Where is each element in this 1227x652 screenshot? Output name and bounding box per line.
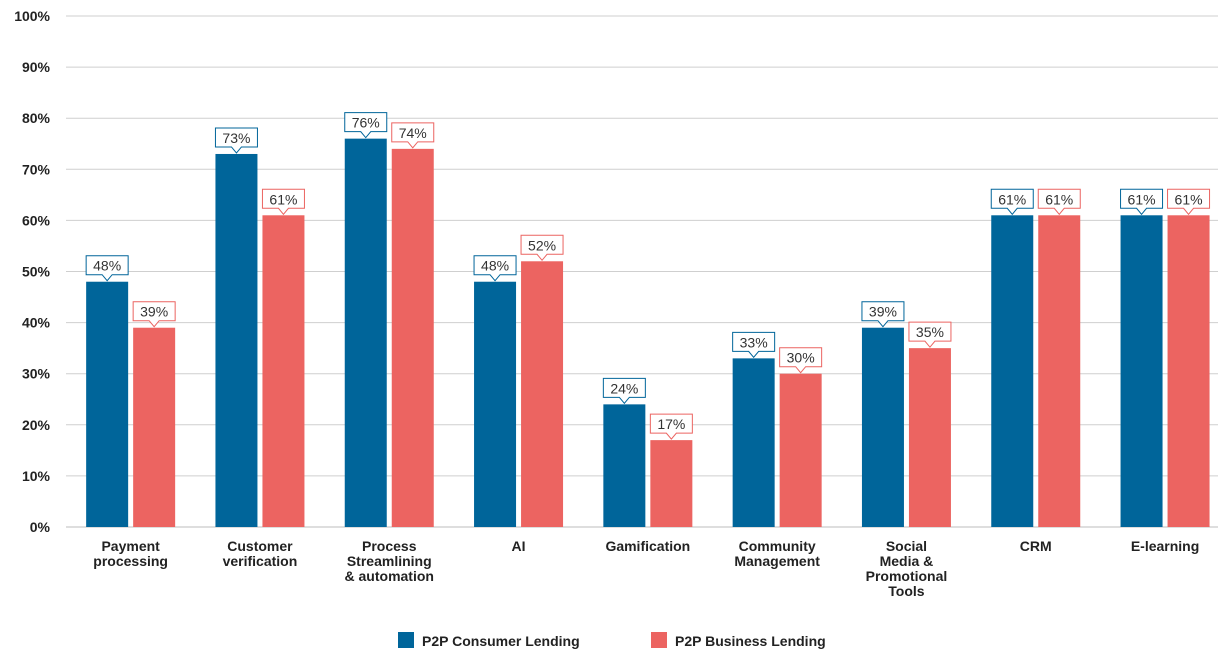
x-tick-label: Streamlining [347,553,432,569]
data-label: 24% [610,380,638,396]
bar [650,440,693,527]
x-tick-label: Community [739,538,816,554]
bar [991,215,1034,528]
data-label-callout [649,413,693,440]
data-label-callout [85,255,129,282]
bar [861,327,904,527]
y-tick-label: 0% [30,519,51,535]
data-label-callout [779,347,823,374]
bar [1120,215,1163,528]
bar [521,261,564,527]
x-tick-label: & automation [345,568,434,584]
y-tick-label: 20% [22,417,51,433]
data-label: 48% [481,258,509,274]
data-label-callout [473,255,517,282]
bar [732,358,775,527]
x-tick-label: Social [886,538,927,554]
x-tick-label: CRM [1020,538,1052,554]
x-tick-label: verification [223,553,298,569]
data-label: 76% [352,115,380,131]
bar [86,281,129,527]
data-label: 39% [869,304,897,320]
data-label-callout [132,301,176,328]
x-tick-label: Gamification [605,538,690,554]
data-label-callout [602,377,646,405]
data-label-callout [1167,188,1211,216]
data-label-callout [344,112,388,139]
y-tick-label: 90% [22,59,51,75]
data-label: 48% [93,258,121,274]
legend-label: P2P Business Lending [675,633,826,649]
bar [1038,215,1081,528]
bar [133,327,176,527]
data-label: 61% [1128,191,1156,207]
y-tick-label: 40% [22,315,51,331]
x-tick-label: Customer [227,538,293,554]
x-tick-label: Process [362,538,417,554]
x-tick-label: Promotional [866,568,948,584]
bar [779,373,822,527]
data-label-callout [1037,188,1081,216]
bar [474,281,517,527]
data-label-callout [732,331,776,359]
x-tick-label: AI [512,538,526,554]
data-label: 30% [787,350,815,366]
data-label-callout [1120,188,1164,216]
data-label: 52% [528,237,556,253]
legend-label: P2P Consumer Lending [422,633,580,649]
x-tick-label: Payment [101,538,160,554]
data-label-callout [261,188,305,216]
y-tick-label: 60% [22,212,51,228]
data-label: 61% [269,191,297,207]
y-tick-label: 50% [22,264,51,280]
data-label: 73% [222,130,250,146]
data-label-callout [861,301,905,328]
bar [1167,215,1210,528]
data-label-callout [908,321,952,348]
x-tick-label: Media & [880,553,934,569]
data-label: 35% [916,324,944,340]
bar [262,215,305,528]
data-label: 61% [1045,191,1073,207]
y-tick-label: 70% [22,161,51,177]
bar [344,138,387,527]
data-label: 17% [657,416,685,432]
y-tick-label: 100% [14,8,50,24]
bar [603,404,646,527]
data-label: 61% [998,191,1026,207]
data-label-callout [520,234,564,262]
bar [391,148,434,528]
data-label: 33% [740,334,768,350]
data-label: 39% [140,304,168,320]
legend-swatch [398,632,414,648]
bar [215,153,258,527]
bar [908,348,951,527]
data-label-callout [990,188,1034,216]
data-label: 74% [399,125,427,141]
x-tick-label: Tools [888,583,925,599]
data-label: 61% [1175,191,1203,207]
data-label-callout [391,122,435,149]
y-tick-label: 80% [22,110,51,126]
data-label-callout [214,127,258,154]
x-tick-label: processing [93,553,168,569]
x-tick-label: E-learning [1131,538,1199,554]
legend-swatch [651,632,667,648]
y-tick-label: 30% [22,366,51,382]
y-tick-label: 10% [22,468,51,484]
x-tick-label: Management [734,553,820,569]
